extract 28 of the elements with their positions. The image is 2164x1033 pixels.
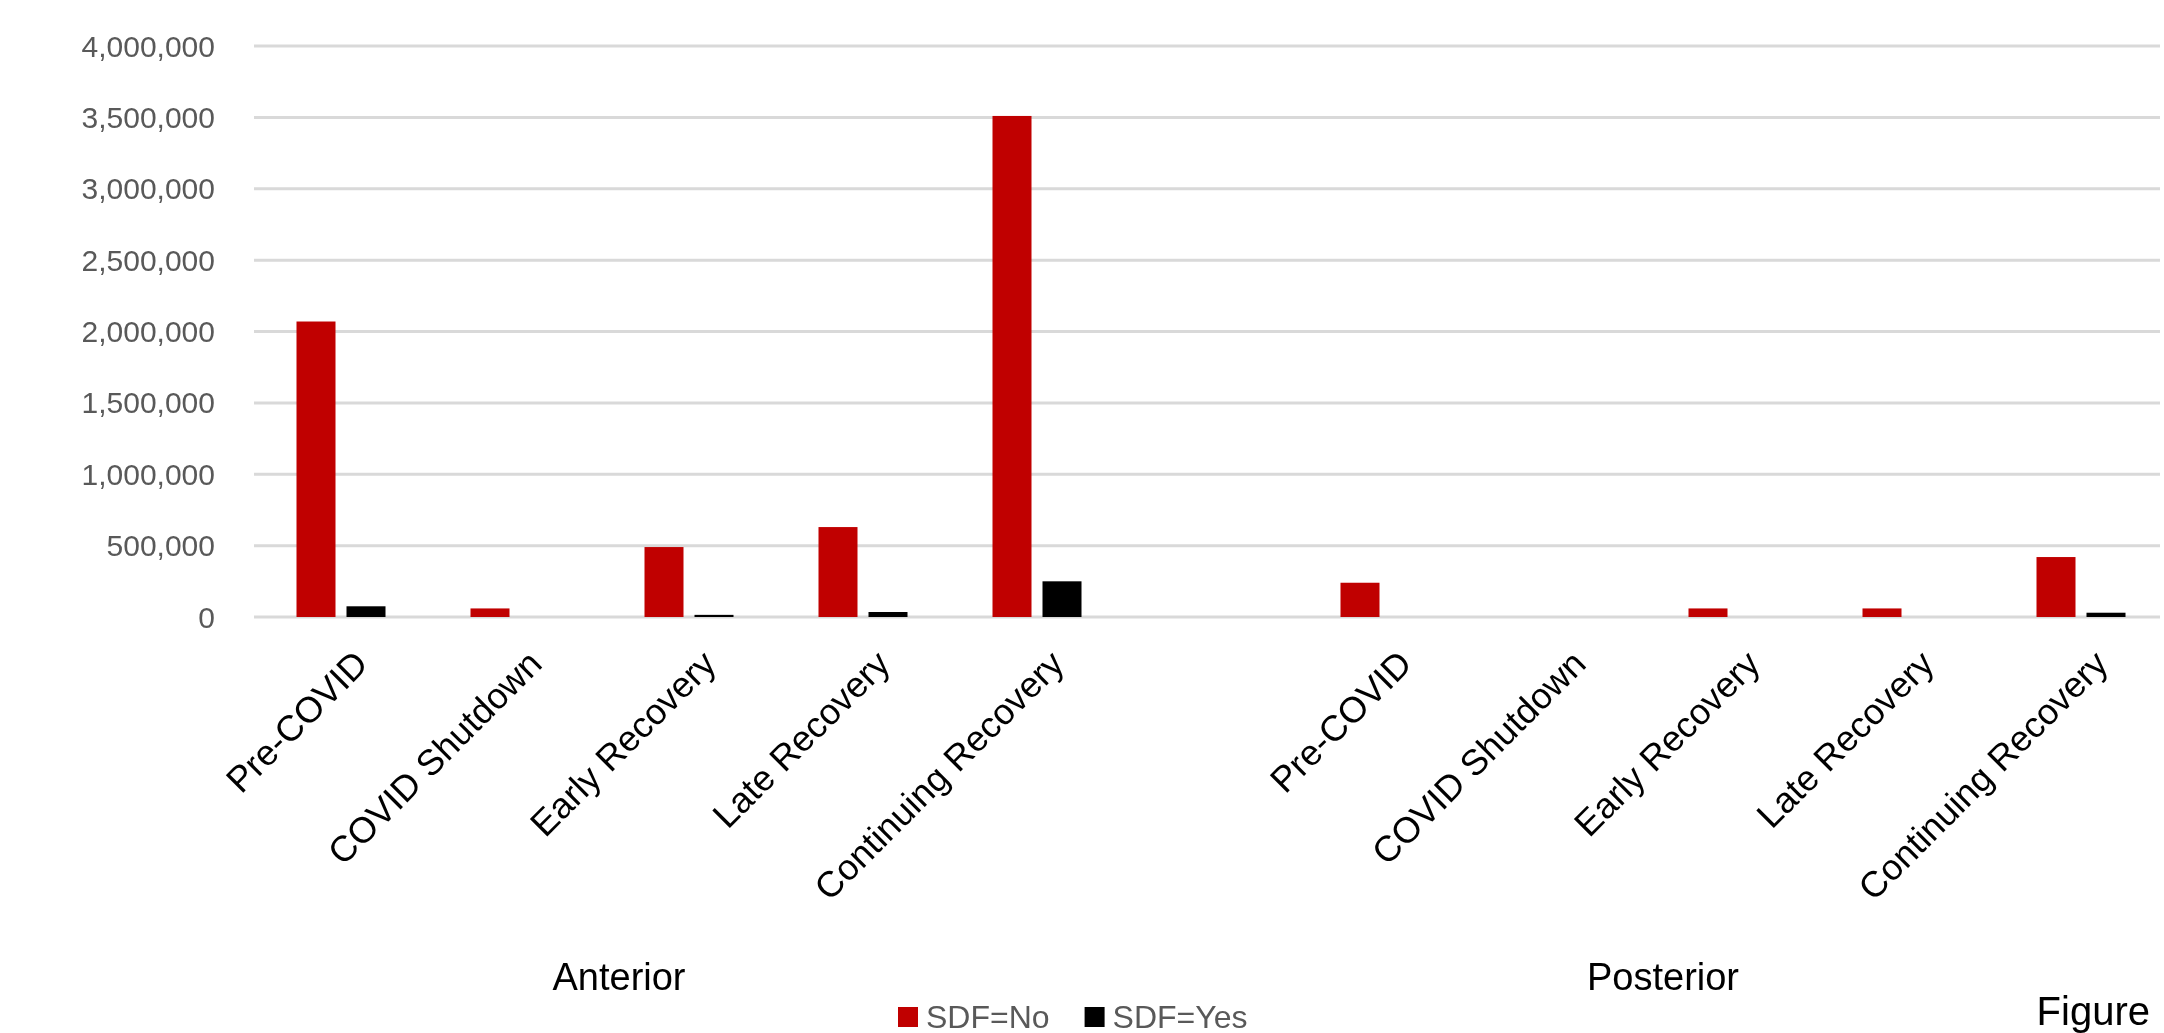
legend-label: SDF=No [926, 999, 1050, 1033]
bar [818, 527, 858, 617]
y-tick-label: 2,500,000 [81, 243, 215, 277]
bar [2086, 612, 2126, 617]
y-tick-label: 3,000,000 [81, 172, 215, 206]
text: Anterior [552, 956, 686, 998]
bar [470, 608, 510, 617]
legend-label: SDF=Yes [1112, 999, 1248, 1033]
y-tick-label: 500,000 [106, 529, 215, 563]
bar [644, 547, 684, 617]
bar [1042, 581, 1082, 617]
bar [2036, 557, 2076, 617]
bar [296, 321, 336, 617]
y-tick-label: 1,000,000 [81, 457, 215, 491]
text: Figure [2036, 989, 2150, 1033]
bar [694, 614, 734, 617]
bar [346, 606, 386, 617]
bar [992, 115, 1032, 617]
bar [1862, 608, 1902, 617]
bar [1688, 608, 1728, 617]
y-tick-label: 1,500,000 [81, 386, 215, 420]
bar [868, 612, 908, 617]
y-tick-label: 2,000,000 [81, 315, 215, 348]
text: Posterior [1586, 956, 1740, 998]
y-tick-label: 4,000,000 [81, 29, 215, 63]
bar [1340, 582, 1380, 617]
y-tick-label: 0 [198, 600, 215, 634]
y-tick-label: 3,500,000 [81, 100, 215, 134]
